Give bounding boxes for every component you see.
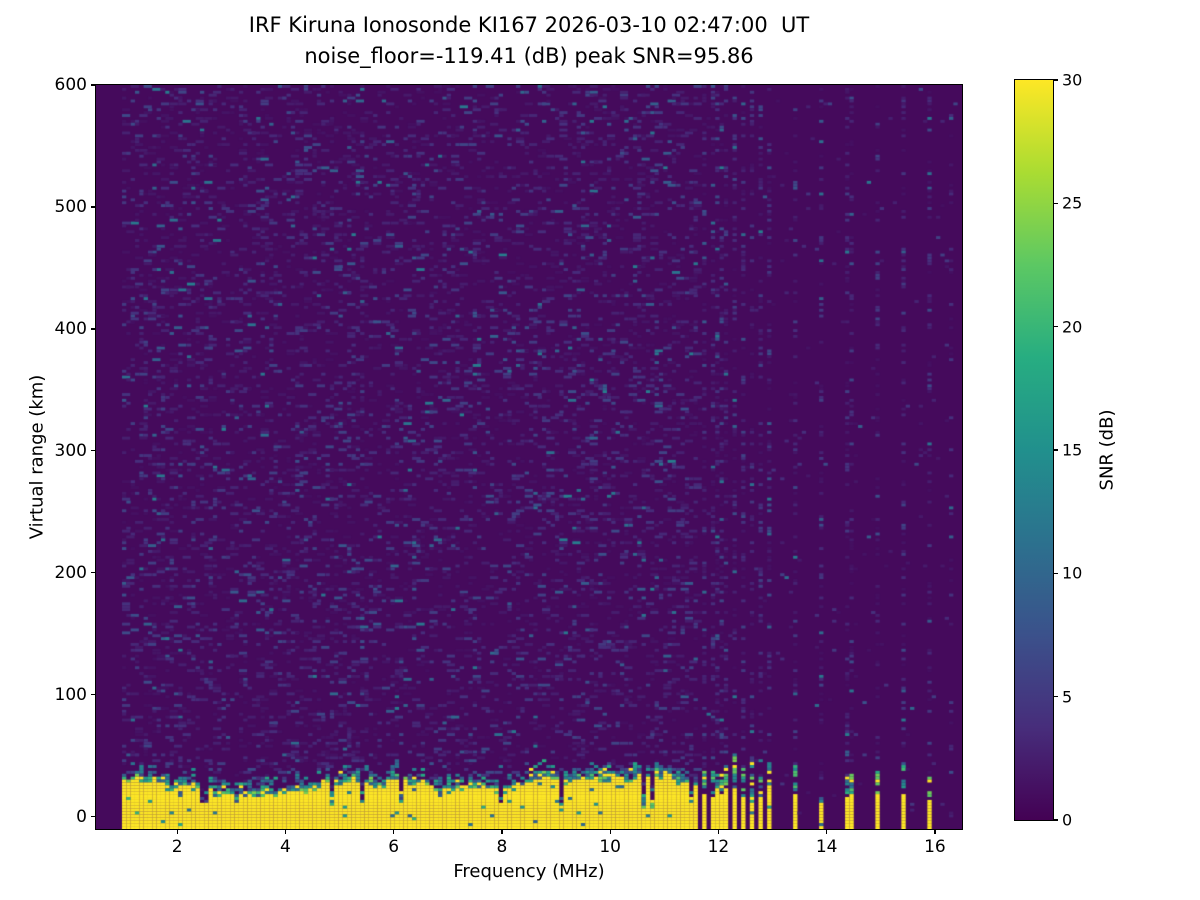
colorbar-tick-mark: [1054, 696, 1058, 698]
x-tick-label: 2: [171, 837, 183, 857]
colorbar-tick-label: 0: [1062, 810, 1073, 830]
y-tick-label: 0: [76, 806, 87, 827]
y-tick-mark: [91, 206, 95, 208]
colorbar-tick-mark: [1054, 326, 1058, 328]
x-tick-mark: [826, 830, 828, 834]
colorbar-tick-label: 20: [1062, 317, 1083, 337]
x-tick-label: 14: [815, 837, 838, 857]
x-tick-mark: [934, 830, 936, 834]
colorbar-axis-label: SNR (dB): [1096, 409, 1118, 491]
colorbar-tick-mark: [1054, 79, 1058, 81]
x-tick-label: 6: [388, 837, 400, 857]
colorbar-tick-label: 25: [1062, 193, 1083, 213]
colorbar-tick-label: 5: [1062, 687, 1073, 707]
chart-title: IRF Kiruna Ionosonde KI167 2026-03-10 02…: [248, 13, 810, 37]
y-tick-label: 300: [54, 440, 87, 461]
x-tick-mark: [717, 830, 720, 834]
x-tick-label: 4: [280, 837, 291, 857]
colorbar-tick-mark: [1054, 819, 1058, 821]
chart-subtitle: noise_floor=-119.41 (dB) peak SNR=95.86: [304, 44, 754, 68]
x-tick-mark: [393, 830, 395, 834]
y-tick-mark: [91, 84, 95, 86]
x-tick-label: 10: [599, 837, 622, 857]
y-tick-mark: [91, 694, 95, 696]
ionogram-heatmap-canvas: [96, 85, 962, 829]
y-tick-label: 100: [54, 684, 87, 705]
x-tick-mark: [501, 830, 503, 834]
y-tick-label: 200: [54, 562, 87, 583]
x-tick-mark: [284, 830, 287, 834]
x-tick-label: 8: [496, 837, 508, 857]
colorbar-tick-label: 30: [1062, 70, 1083, 90]
x-tick-label: 12: [707, 837, 730, 857]
colorbar-tick-mark: [1054, 572, 1058, 574]
x-tick-label: 16: [924, 837, 946, 857]
y-tick-mark: [91, 572, 95, 574]
y-tick-label: 400: [54, 318, 87, 339]
y-tick-label: 600: [54, 75, 87, 95]
x-tick-mark: [176, 830, 178, 834]
y-tick-mark: [91, 328, 95, 330]
y-tick-label: 500: [54, 196, 87, 217]
colorbar-tick-mark: [1054, 202, 1058, 204]
colorbar-tick-label: 15: [1062, 440, 1083, 460]
colorbar-gradient: [1015, 80, 1053, 820]
y-tick-mark: [91, 450, 95, 452]
y-tick-mark: [91, 816, 95, 818]
x-tick-mark: [609, 830, 611, 834]
colorbar-tick-label: 10: [1062, 563, 1083, 583]
colorbar-tick-mark: [1054, 449, 1058, 451]
x-axis-label: Frequency (MHz): [453, 861, 605, 882]
